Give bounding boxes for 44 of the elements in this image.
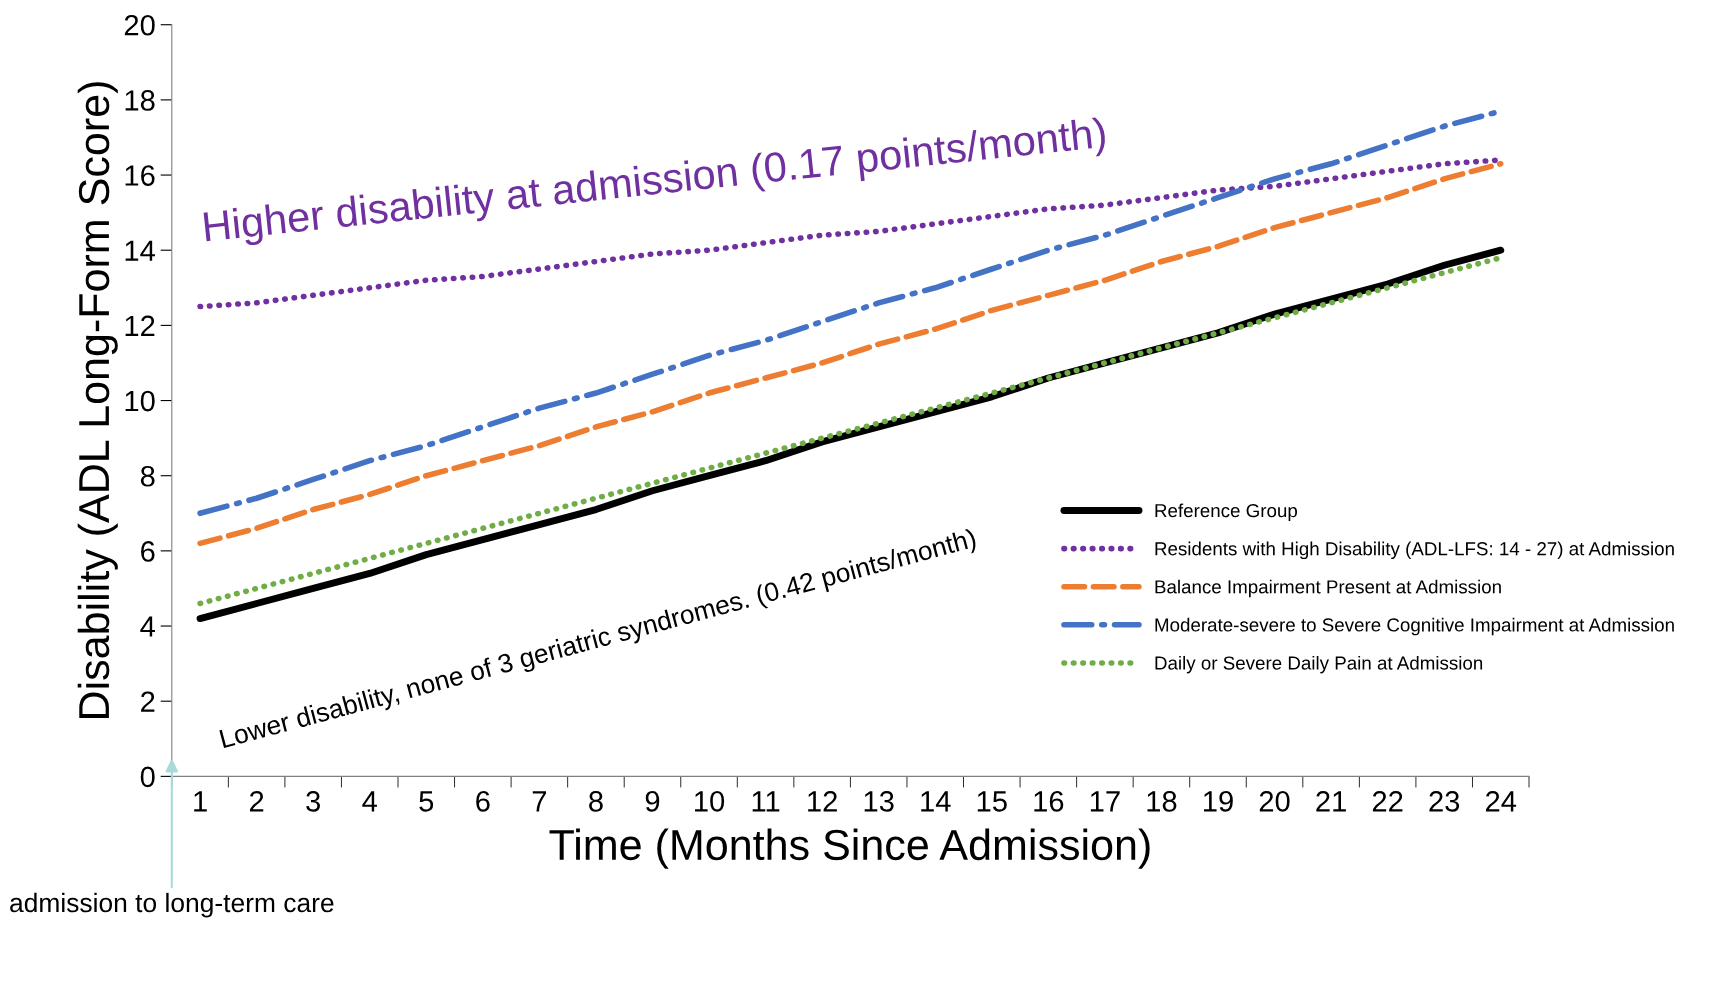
y-tick-label: 4 [140, 616, 155, 637]
x-tick-label: 12 [808, 791, 837, 812]
x-tick-label: 21 [1316, 791, 1346, 812]
x-tick-label: 13 [864, 791, 894, 812]
annotation: Higher disability at admission (0.17 points/month) [203, 116, 1107, 250]
x-tick-label: 10 [695, 791, 725, 812]
y-tick-label: 18 [125, 90, 155, 111]
legend-label: Moderate-severe to Severe Cognitive Impairment at Admission [1155, 617, 1674, 636]
x-tick-label: 19 [1203, 791, 1233, 812]
y-tick-label: 16 [125, 165, 155, 186]
x-tick-label: 7 [532, 791, 547, 812]
x-tick-label: 5 [419, 791, 434, 812]
x-tick-label: 14 [921, 791, 951, 812]
x-tick-label: 9 [645, 791, 660, 812]
y-axis-title: Disability (ADL Long-Form Score) [77, 82, 118, 718]
legend-label: Daily or Severe Daily Pain at Admission [1155, 655, 1483, 674]
legend-label: Residents with High Disability (ADL-LFS: 14 - 27) at Admission [1155, 541, 1674, 560]
x-axis-title: Time (Months Since Admission) [549, 828, 1150, 869]
y-tick-label: 8 [140, 465, 155, 487]
legend-label: Balance Impairment Present at Admission [1155, 579, 1501, 598]
x-tick-label: 16 [1034, 791, 1064, 812]
x-tick-label: 23 [1429, 791, 1460, 812]
y-tick-label: 0 [140, 766, 155, 788]
legend-label: Reference Group [1155, 503, 1298, 521]
x-tick-label: 6 [476, 791, 490, 812]
x-tick-label: 17 [1090, 791, 1120, 812]
x-tick-label: 22 [1372, 791, 1403, 812]
y-tick-label: 14 [125, 240, 155, 261]
x-tick-label: 1 [194, 791, 207, 812]
x-tick-label: 15 [977, 791, 1007, 812]
x-tick-label: 8 [589, 791, 603, 812]
x-tick-label: 4 [362, 791, 377, 812]
y-tick-label: 6 [141, 541, 155, 562]
x-tick-label: 18 [1147, 791, 1177, 812]
x-tick-label: 24 [1485, 791, 1517, 812]
x-tick-label: 11 [752, 791, 780, 812]
y-tick-label: 10 [125, 390, 155, 412]
text: admission to long-term care [10, 892, 334, 918]
x-tick-label: 20 [1259, 791, 1290, 812]
y-tick-label: 20 [124, 14, 155, 36]
x-tick-label: 2 [249, 791, 264, 812]
x-tick-label: 3 [306, 791, 321, 812]
y-tick-label: 2 [141, 691, 155, 712]
y-tick-label: 12 [125, 315, 155, 336]
